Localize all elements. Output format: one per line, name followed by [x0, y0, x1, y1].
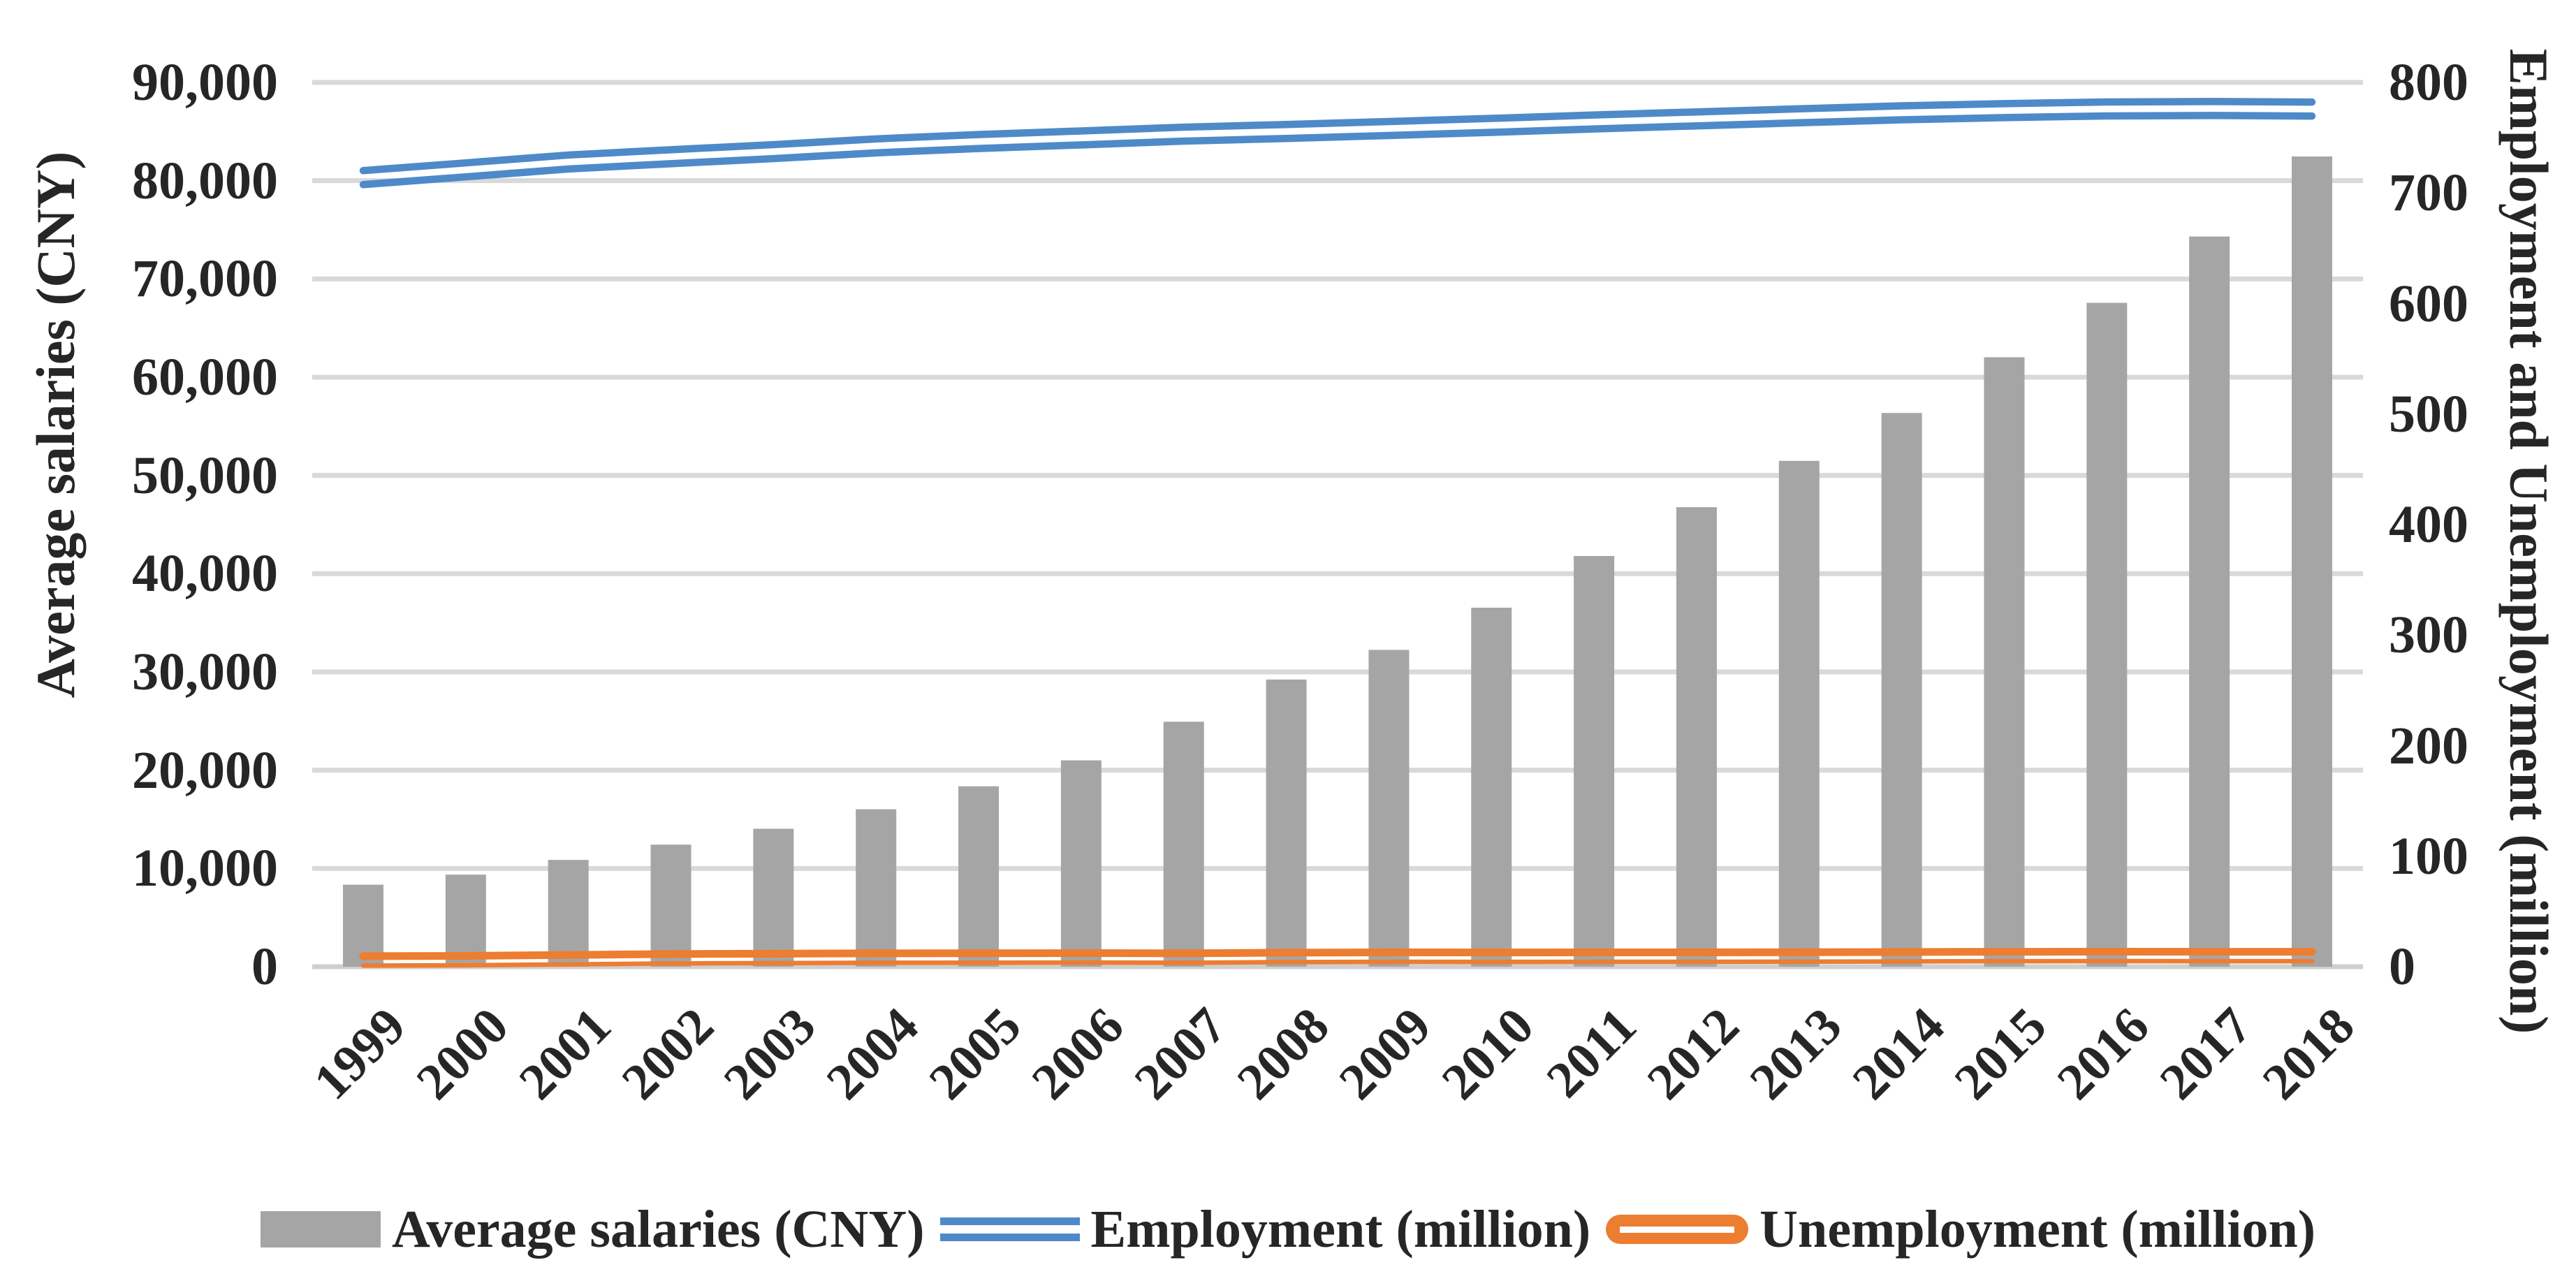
left-axis-tick-40,000: 40,000	[132, 544, 278, 603]
bar-2014	[1881, 413, 1922, 967]
bar-2010	[1471, 608, 1512, 967]
legend-item-unemployment: Unemployment (million)	[1606, 1199, 2315, 1260]
bar-swatch-icon	[260, 1211, 381, 1247]
left-axis-tick-20,000: 20,000	[132, 740, 278, 800]
bar-2009	[1368, 650, 1410, 967]
right-axis-tick-100: 100	[2389, 826, 2468, 886]
bar-2018	[2292, 156, 2332, 967]
legend-item-employment: Employment (million)	[939, 1199, 1591, 1260]
bar-2012	[1676, 507, 1717, 967]
bar-2006	[1060, 760, 1102, 967]
bar-2011	[1574, 556, 1615, 967]
bar-2013	[1778, 460, 1820, 967]
bar-2007	[1163, 722, 1204, 967]
bar-2015	[1984, 357, 2025, 967]
bar-2017	[2189, 236, 2230, 967]
right-axis-tick-0: 0	[2389, 937, 2415, 996]
left-axis-tick-30,000: 30,000	[132, 643, 278, 701]
thick-line-swatch-icon	[1606, 1215, 1749, 1244]
legend-item-average-salaries: Average salaries (CNY)	[260, 1199, 925, 1260]
right-axis-tick-300: 300	[2389, 606, 2468, 665]
bar-2005	[958, 786, 1000, 967]
employment-line-upper	[359, 98, 2316, 175]
legend-label: Average salaries (CNY)	[391, 1199, 925, 1259]
left-axis-tick-80,000: 80,000	[132, 151, 278, 210]
unemployment-line-upper	[359, 947, 2316, 960]
right-axis-tick-500: 500	[2389, 384, 2468, 444]
bar-2003	[753, 828, 794, 967]
left-axis-tick-70,000: 70,000	[132, 249, 278, 309]
bar-2008	[1266, 679, 1307, 967]
right-axis-tick-600: 600	[2389, 274, 2468, 333]
left-axis-tick-10,000: 10,000	[132, 839, 278, 898]
left-axis-title: Average salaries (CNY)	[25, 151, 86, 698]
bar-2000	[445, 874, 486, 967]
right-axis-tick-200: 200	[2389, 716, 2468, 775]
right-axis-tick-700: 700	[2389, 163, 2468, 223]
right-axis-tick-800: 800	[2389, 53, 2468, 112]
unemployment-line-lower	[360, 958, 2315, 968]
bar-2001	[548, 860, 589, 967]
bar-2002	[650, 844, 691, 967]
employment-line-lower	[359, 112, 2316, 189]
chart-legend: Average salaries (CNY) Employment (milli…	[0, 1194, 2576, 1264]
legend-label: Employment (million)	[1090, 1199, 1591, 1259]
left-axis-tick-0: 0	[251, 937, 278, 996]
right-axis-tick-400: 400	[2389, 495, 2468, 554]
left-axis-tick-50,000: 50,000	[132, 446, 278, 505]
left-axis-tick-90,000: 90,000	[132, 53, 278, 112]
double-line-swatch-icon	[939, 1217, 1080, 1241]
bar-2004	[856, 809, 897, 967]
right-axis-title: Employment and Unemployment (million)	[2498, 48, 2559, 1034]
left-axis-tick-60,000: 60,000	[132, 348, 278, 407]
bar-2016	[2086, 302, 2128, 967]
legend-label: Unemployment (million)	[1759, 1199, 2316, 1259]
